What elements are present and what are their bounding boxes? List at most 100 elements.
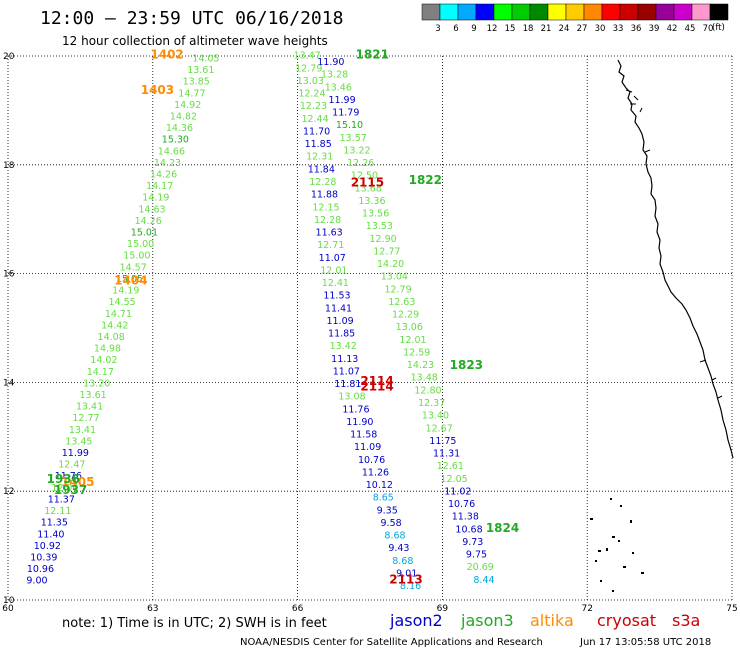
swh-value: 11.70 xyxy=(303,126,330,137)
swh-value: 14.36 xyxy=(166,123,193,134)
swh-value: 13.41 xyxy=(76,402,103,413)
colorbar-swatch xyxy=(565,3,585,21)
swh-value: 13.61 xyxy=(80,390,107,401)
y-tick-label: 12 xyxy=(3,487,14,497)
y-tick-label: 16 xyxy=(3,270,15,280)
legend-s3a: s3a xyxy=(672,611,700,630)
y-tick-label: 14 xyxy=(3,378,15,388)
swh-value: 12.37 xyxy=(418,398,445,409)
coastline xyxy=(590,59,734,592)
swh-value: 11.40 xyxy=(37,529,64,540)
y-tick-label: 10 xyxy=(3,596,15,606)
swh-value: 13.28 xyxy=(321,70,348,81)
swh-value: 12.77 xyxy=(373,246,400,257)
x-tick-label: 69 xyxy=(437,604,449,614)
swh-value: 14.08 xyxy=(98,332,125,343)
colorbar-swatch xyxy=(691,3,711,21)
swh-value: 12.28 xyxy=(314,215,341,226)
swh-value: 13.03 xyxy=(297,76,324,87)
swh-value: 14.26 xyxy=(150,169,177,180)
colorbar-label: 70 xyxy=(703,24,714,34)
colorbar-label: 21 xyxy=(541,24,552,34)
swh-value: 8.65 xyxy=(373,493,394,504)
legend-altika: altika xyxy=(530,611,574,630)
swh-value: 14.02 xyxy=(90,355,117,366)
swh-value: 11.35 xyxy=(41,518,68,529)
swh-value: 12.01 xyxy=(399,335,426,346)
colorbar-swatch xyxy=(709,3,729,21)
swh-value: 11.99 xyxy=(328,95,355,106)
swh-value: 14.19 xyxy=(142,193,169,204)
swh-value: 12.79 xyxy=(295,63,322,74)
pass-number-label: 1821 xyxy=(356,48,389,62)
colorbar-swatch xyxy=(673,3,693,21)
swh-value: 9.58 xyxy=(381,518,402,529)
swh-value: 15.01 xyxy=(131,228,158,239)
swh-value: 10.96 xyxy=(27,564,54,575)
swh-value: 12.61 xyxy=(437,461,464,472)
swh-value: 12.15 xyxy=(312,202,339,213)
pass-number-label: 1823 xyxy=(450,358,483,372)
swh-value: 15.05 xyxy=(116,274,143,285)
swh-value: 11.84 xyxy=(308,164,335,175)
swh-value: 13.47 xyxy=(294,51,321,62)
pass-number-label: 2113 xyxy=(389,573,422,587)
colorbar-label: 6 xyxy=(453,24,458,34)
lat-lon-grid xyxy=(7,55,733,601)
swh-value: 15.10 xyxy=(336,120,363,131)
map-subtitle: 12 hour collection of altimeter wave hei… xyxy=(62,34,328,48)
colorbar-swatch xyxy=(655,3,675,21)
colorbar-swatch xyxy=(583,3,603,21)
swh-value: 9.00 xyxy=(26,576,47,587)
swh-value: 13.22 xyxy=(343,145,370,156)
altimeter-tracks: 14.0513.6113.8514.7714.9214.8214.3615.30… xyxy=(26,51,494,592)
swh-value: 14.57 xyxy=(120,262,147,273)
swh-value: 11.76 xyxy=(55,471,82,482)
swh-value: 14.98 xyxy=(94,344,121,355)
swh-value: 14.82 xyxy=(170,111,197,122)
swh-value: 11.26 xyxy=(362,467,389,478)
swh-value: 11.75 xyxy=(429,436,456,447)
colorbar-swatch xyxy=(439,3,459,21)
swh-value: 12.11 xyxy=(44,506,71,517)
colorbar-swatch xyxy=(421,3,441,21)
colorbar-swatch xyxy=(637,3,657,21)
legend-jason2: jason2 xyxy=(389,611,443,630)
swh-value: 12.28 xyxy=(309,177,336,188)
swh-value: 13.57 xyxy=(340,133,367,144)
swh-value: 8.44 xyxy=(473,575,494,586)
swh-value: 13.46 xyxy=(325,82,352,93)
colorbar-swatch xyxy=(475,3,495,21)
swh-value: 12.63 xyxy=(388,297,415,308)
swh-value: 12.80 xyxy=(414,385,441,396)
swh-value: 11.79 xyxy=(332,108,359,119)
colorbar-label: 15 xyxy=(505,24,516,34)
swh-value: 13.48 xyxy=(411,373,438,384)
pass-number-label: 1405 xyxy=(61,475,94,489)
x-tick-label: 66 xyxy=(292,604,304,614)
swh-value: 9.01 xyxy=(396,568,417,579)
colorbar-swatch xyxy=(457,3,477,21)
swh-value: 12.47 xyxy=(58,460,85,471)
x-tick-label: 63 xyxy=(147,604,158,614)
swh-value: 13.56 xyxy=(362,209,389,220)
swh-value: 10.92 xyxy=(34,541,61,552)
swh-value: 11.07 xyxy=(333,366,360,377)
swh-value: 11.53 xyxy=(323,291,350,302)
swh-value: 20.69 xyxy=(467,562,494,573)
pass-number-label: 1936 xyxy=(47,472,80,486)
colorbar-label: 12 xyxy=(487,24,498,34)
swh-value: 12.90 xyxy=(370,234,397,245)
swh-value: 13.40 xyxy=(422,411,449,422)
swh-value: 13.20 xyxy=(83,378,110,389)
swh-value: 11.58 xyxy=(350,430,377,441)
swh-value: 10.12 xyxy=(366,480,393,491)
pass-number-label: 1404 xyxy=(114,273,147,287)
pass-number-label: 2114 xyxy=(360,374,393,388)
swh-value: 12.05 xyxy=(440,474,467,485)
lakshadweep-islands xyxy=(590,498,644,592)
swh-value: 11.31 xyxy=(433,449,460,460)
colorbar-label: 9 xyxy=(471,24,476,34)
swh-value: 9.43 xyxy=(388,543,409,554)
swh-value: 10.39 xyxy=(30,552,57,563)
